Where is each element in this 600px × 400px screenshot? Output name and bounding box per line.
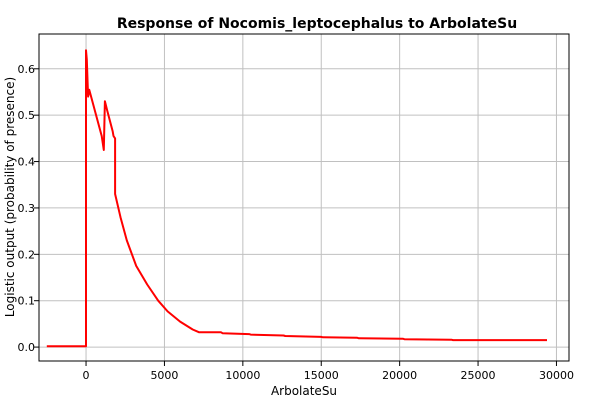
plot-area xyxy=(38,33,570,362)
y-tick-label: 0.2 xyxy=(18,248,36,261)
response-curve xyxy=(46,49,547,348)
y-tick-label: 0.5 xyxy=(18,109,36,122)
x-tick-label: 20000 xyxy=(382,369,417,382)
x-axis-label: ArbolateSu xyxy=(271,384,337,398)
x-tick-label: 30000 xyxy=(539,369,574,382)
y-axis-label: Logistic output (probability of presence… xyxy=(3,77,17,317)
series-layer xyxy=(46,49,547,348)
x-tick-label: 5000 xyxy=(150,369,178,382)
chart-title: Response of Nocomis_leptocephalus to Arb… xyxy=(117,16,517,32)
y-tick-label: 0.0 xyxy=(18,341,36,354)
x-tick-label: 10000 xyxy=(225,369,260,382)
y-tick-label: 0.4 xyxy=(18,156,36,169)
x-tick-label: 25000 xyxy=(461,369,496,382)
x-tick-label: 0 xyxy=(83,369,90,382)
y-tick-label: 0.1 xyxy=(18,295,36,308)
grid xyxy=(39,34,569,361)
x-tick-label: 15000 xyxy=(304,369,339,382)
y-tick-label: 0.6 xyxy=(18,63,36,76)
y-tick-label: 0.3 xyxy=(18,202,36,215)
axis-ticks: 0 5000 10000 15000 20000 25000 30000 0.0 0.1 0.2 0… xyxy=(18,63,574,382)
